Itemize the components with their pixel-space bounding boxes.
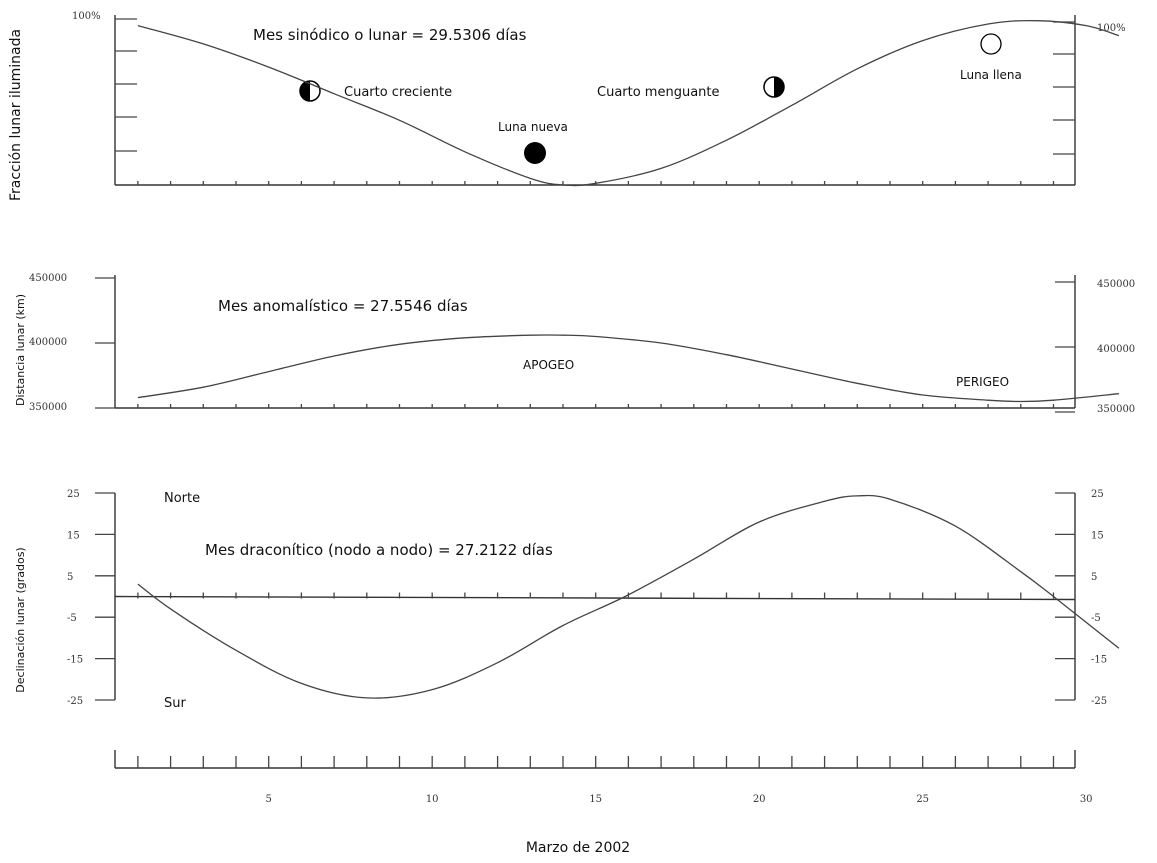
chart3-ytick-label-right: 25	[1091, 489, 1104, 500]
chart3-ytick-label-right: 5	[1091, 572, 1097, 583]
chart3-ytick-label-right: -15	[1091, 655, 1107, 666]
chart2-series-line	[137, 334, 1119, 403]
chart3-ylabel: Declinación lunar (grados)	[14, 547, 27, 692]
chart2-ytick-350000-right: 350000	[1097, 404, 1135, 415]
chart3-ytick-label-right: -25	[1091, 696, 1107, 707]
last-quarter-moon-icon	[763, 76, 785, 98]
annotation-luna-nueva: Luna nueva	[498, 120, 568, 134]
chart2-title: Mes anomalístico = 27.5546 días	[218, 297, 468, 315]
annotation-norte: Norte	[164, 491, 200, 506]
chart2-ylabel: Distancia lunar (km)	[14, 294, 27, 406]
x-tick-label: 5	[266, 794, 272, 805]
chart3-ytick-label-left: -15	[67, 655, 83, 666]
chart1-series-line	[137, 19, 1120, 187]
full-moon-icon	[980, 33, 1002, 55]
annotation-perigeo: PERIGEO	[956, 375, 1009, 389]
chart3-ytick-label-left: 15	[67, 530, 80, 541]
chart2-ytick-400000-left: 400000	[29, 337, 67, 348]
chart3-ytick-label-left: 5	[67, 572, 73, 583]
annotation-luna-llena: Luna llena	[960, 68, 1022, 82]
curves-layer	[137, 19, 1120, 699]
x-axis-label: Marzo de 2002	[526, 840, 630, 856]
new-moon-icon	[524, 142, 546, 164]
x-tick-label: 20	[753, 794, 766, 805]
annotation-cuarto-menguante: Cuarto menguante	[597, 85, 720, 100]
chart3-title: Mes draconítico (nodo a nodo) = 27.2122 …	[205, 541, 553, 559]
chart2-ytick-450000-right: 450000	[1097, 279, 1135, 290]
chart3-series-line	[137, 494, 1120, 699]
annotation-sur: Sur	[164, 696, 186, 711]
zero-line	[114, 595, 1076, 601]
axes-frames	[114, 15, 1076, 769]
chart3-ytick-label-left: -5	[67, 613, 77, 624]
annotation-cuarto-creciente: Cuarto creciente	[344, 85, 452, 100]
chart2-ytick-350000-left: 350000	[29, 402, 67, 413]
x-tick-label: 10	[426, 794, 439, 805]
x-tick-label: 15	[589, 794, 602, 805]
chart2-ytick-450000-left: 450000	[29, 273, 67, 284]
chart1-ytick-top-left: 100%	[72, 11, 101, 22]
ticks-layer	[95, 18, 1076, 768]
chart1-ytick-top-right: 100%	[1097, 23, 1126, 34]
annotation-apogeo: APOGEO	[523, 358, 574, 372]
chart3-ytick-label-right: -5	[1091, 613, 1101, 624]
chart1-title: Mes sinódico o lunar = 29.5306 días	[253, 26, 527, 44]
chart2-ytick-400000-right: 400000	[1097, 344, 1135, 355]
chart3-ytick-label-left: 25	[67, 489, 80, 500]
x-tick-label: 25	[916, 794, 929, 805]
chart1-ylabel: Fracción lunar iluminada	[8, 29, 24, 201]
x-tick-label: 30	[1080, 794, 1093, 805]
tick-labels-layer: 25 25 15 15 5 5 -5 -5 -15 -15 -25 -25 5 10 15 20 25 30	[67, 489, 1107, 805]
chart3-ytick-label-right: 15	[1091, 530, 1104, 541]
chart3-ytick-label-left: -25	[67, 696, 83, 707]
